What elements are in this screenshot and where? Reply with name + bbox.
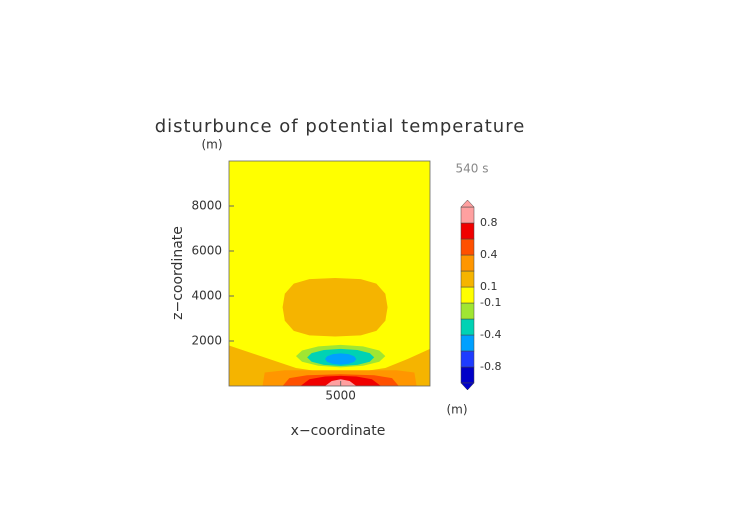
y-tick-label: 6000 [191,244,222,258]
colorbar-label: 0.8 [480,216,498,229]
colorbar-box [460,270,475,288]
colorbar-label: -0.4 [480,328,501,341]
x-axis-label: x−coordinate [291,423,386,439]
colorbar-extend-bottom [460,382,475,391]
time-label: 540 s [456,162,489,176]
y-unit: (m) [201,138,222,152]
colorbar-box [460,206,475,224]
y-axis-label: z−coordinate [170,226,186,320]
y-tick-label: 8000 [191,199,222,213]
colorbar-label: 0.4 [480,248,498,261]
colorbar-box [460,222,475,240]
chart-title: disturbunce of potential temperature [155,116,526,137]
x-unit: (m) [446,403,467,417]
colorbar-box [460,286,475,304]
colorbar-label: 0.1 [480,280,498,293]
contour-region [282,278,388,337]
x-tick-label: 5000 [325,389,356,403]
colorbar-box [460,302,475,320]
colorbar-box [460,334,475,352]
plot-frame [228,160,431,387]
y-tick-label: 4000 [191,289,222,303]
colorbar-box [460,238,475,256]
colorbar-box [460,350,475,368]
colorbar-box [460,254,475,272]
y-tick-label: 2000 [191,334,222,348]
contour-region [325,353,357,365]
colorbar-label: -0.8 [480,360,501,373]
colorbar-box [460,318,475,336]
colorbar-extend-top [460,199,475,208]
colorbar-label: -0.1 [480,296,501,309]
colorbar-box [460,366,475,384]
